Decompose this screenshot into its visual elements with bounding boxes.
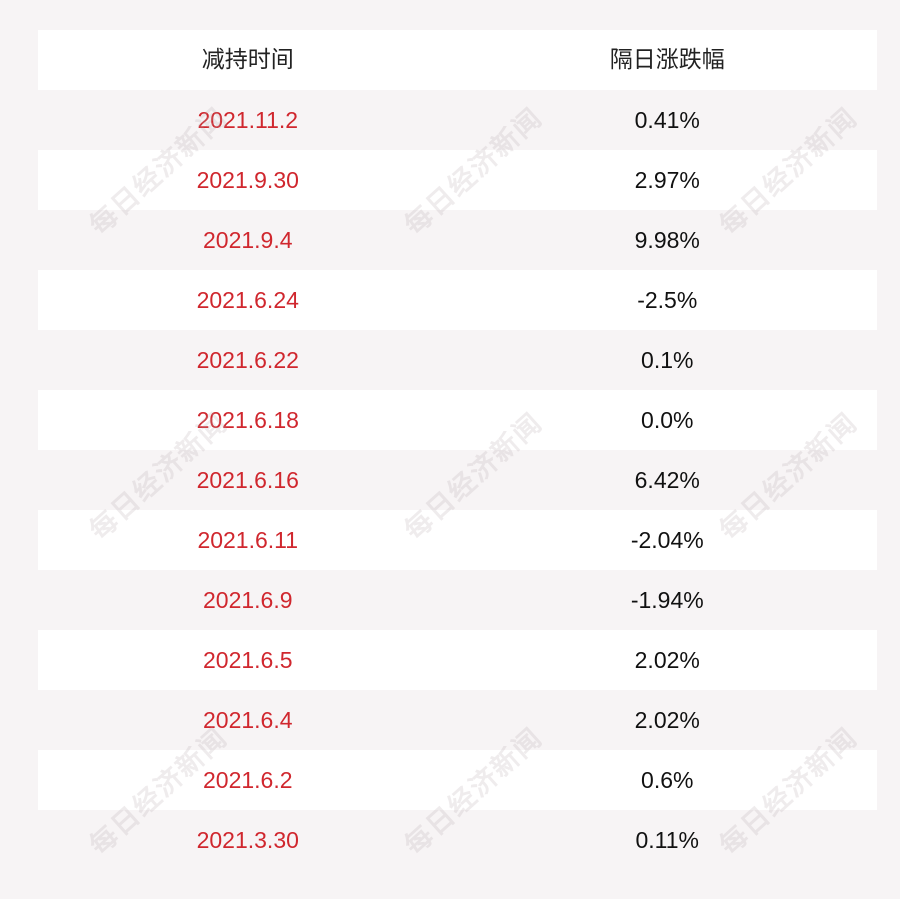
change-cell: 9.98%: [634, 227, 700, 253]
table-row: 2021.9.4 9.98%: [38, 210, 877, 270]
date-cell: 2021.11.2: [197, 107, 299, 133]
table-row: 2021.6.24 -2.5%: [38, 270, 877, 330]
change-cell: -2.04%: [630, 527, 704, 553]
date-cell: 2021.6.4: [202, 707, 293, 733]
change-cell: 0.11%: [635, 827, 699, 853]
change-cell: 0.6%: [641, 767, 694, 793]
date-cell: 2021.6.24: [196, 287, 299, 313]
header-date: 减持时间: [201, 47, 294, 73]
change-cell: 0.1%: [641, 347, 694, 373]
change-cell: 2.02%: [634, 647, 700, 673]
change-cell: -1.94%: [630, 587, 704, 613]
header-change: 隔日涨跌幅: [609, 47, 725, 73]
table-row: 2021.6.4 2.02%: [38, 690, 877, 750]
date-cell: 2021.6.5: [202, 647, 293, 673]
change-cell: 2.97%: [634, 167, 700, 193]
change-cell: 6.42%: [634, 467, 700, 493]
date-cell: 2021.6.18: [196, 407, 299, 433]
date-cell: 2021.6.11: [197, 527, 299, 553]
table-row: 2021.6.18 0.0%: [38, 390, 877, 450]
date-cell: 2021.6.16: [196, 467, 299, 493]
date-cell: 2021.3.30: [196, 827, 299, 853]
date-cell: 2021.6.2: [202, 767, 293, 793]
table-row: 2021.6.22 0.1%: [38, 330, 877, 390]
table-row: 2021.3.30 0.11%: [38, 810, 877, 870]
change-cell: 2.02%: [634, 707, 700, 733]
table-row: 2021.6.16 6.42%: [38, 450, 877, 510]
change-cell: 0.0%: [641, 407, 694, 433]
table-header-row: 减持时间 隔日涨跌幅: [38, 30, 877, 90]
change-cell: -2.5%: [637, 287, 698, 313]
table-row: 2021.9.30 2.97%: [38, 150, 877, 210]
table-row: 2021.6.5 2.02%: [38, 630, 877, 690]
date-cell: 2021.6.9: [202, 587, 293, 613]
date-cell: 2021.6.22: [196, 347, 299, 373]
date-cell: 2021.9.4: [202, 227, 293, 253]
table-row: 2021.6.11 -2.04%: [38, 510, 877, 570]
change-cell: 0.41%: [634, 107, 700, 133]
data-table: 减持时间 隔日涨跌幅 2021.11.2 0.41% 2021.9.30 2.9…: [38, 30, 877, 870]
table-row: 2021.11.2 0.41%: [38, 90, 877, 150]
table-row: 2021.6.9 -1.94%: [38, 570, 877, 630]
date-cell: 2021.9.30: [196, 167, 299, 193]
table-row: 2021.6.2 0.6%: [38, 750, 877, 810]
